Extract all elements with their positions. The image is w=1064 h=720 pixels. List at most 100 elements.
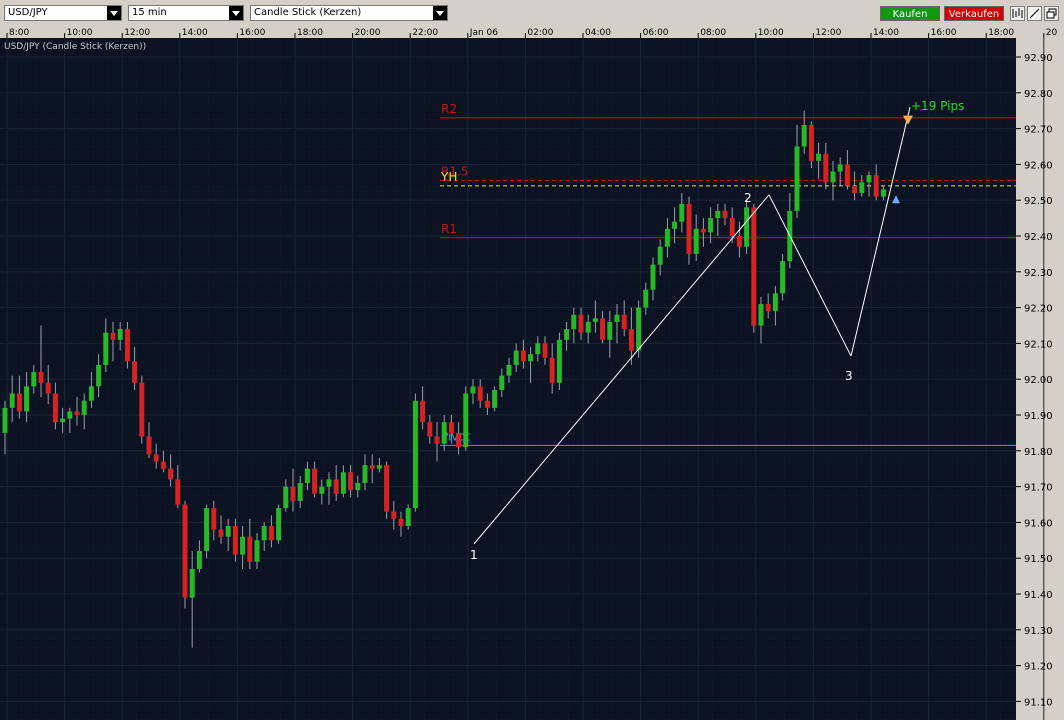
candle-up (744, 207, 750, 247)
y-tick-label: 91.60 (1024, 518, 1053, 529)
price-axis-bar (1016, 38, 1064, 720)
candle-down (52, 393, 58, 423)
chevron-down-icon[interactable] (433, 6, 447, 20)
candle-down (448, 422, 454, 433)
candle-up (362, 465, 368, 484)
chevron-down-icon[interactable] (107, 6, 121, 20)
candle-up (528, 354, 534, 362)
candle-down (751, 207, 757, 326)
x-tick-label: 22:00 (412, 28, 438, 38)
candle-up (96, 364, 102, 387)
candle-up (614, 314, 620, 322)
x-tick-label: Jan 06 (469, 28, 498, 38)
candle-up (859, 182, 865, 194)
candle-up (556, 339, 562, 383)
candle-up (376, 465, 382, 469)
candle-down (765, 304, 771, 312)
candle-down (369, 465, 375, 469)
symbol-select[interactable]: USD/JPY (4, 5, 122, 21)
level-label: R1 (441, 222, 457, 236)
x-tick-label: 14:00 (182, 28, 208, 38)
draw-line-icon[interactable] (1027, 6, 1042, 21)
time-axis-bar (0, 24, 1064, 38)
candle-down (484, 400, 490, 408)
candle-up (866, 175, 872, 183)
candle-down (729, 218, 735, 236)
candle-down (124, 329, 130, 362)
y-tick-label: 92.10 (1024, 339, 1053, 350)
candle-down (722, 210, 728, 219)
candle-up (2, 407, 8, 433)
candle-up (585, 321, 591, 333)
y-tick-label: 91.90 (1024, 411, 1053, 422)
candle-down (578, 314, 584, 333)
candle-up (24, 386, 30, 412)
candle-up (801, 125, 807, 147)
candle-down (628, 329, 634, 351)
level-label: YH (440, 170, 457, 184)
candle-up (405, 508, 411, 526)
candle-down (477, 386, 483, 401)
candle-up (535, 343, 541, 355)
y-tick-label: 91.80 (1024, 447, 1053, 458)
popout-window-icon[interactable] (1044, 6, 1059, 21)
candle-up (254, 540, 260, 562)
candle-up (9, 393, 15, 408)
candle-down (823, 153, 829, 183)
y-tick-label: 92.20 (1024, 304, 1053, 315)
chart-style-select-value: Candle Stick (Kerzen) (254, 7, 362, 18)
pattern-point-label: 2 (744, 191, 752, 205)
y-tick-label: 92.60 (1024, 160, 1053, 171)
candle-up (261, 525, 267, 541)
candle-up (103, 332, 109, 365)
candle-down (312, 468, 318, 494)
sell-button[interactable]: Verkaufen (944, 6, 1004, 21)
candle-down (434, 436, 440, 444)
level-label: R1.5 (441, 165, 468, 179)
candle-down (182, 504, 188, 598)
interval-select[interactable]: 15 min (128, 5, 244, 21)
y-tick-label: 91.70 (1024, 483, 1053, 494)
candle-up (326, 479, 332, 487)
candle-up (355, 483, 361, 491)
candle-down (420, 400, 426, 423)
candle-up (88, 386, 94, 401)
pips-annotation: +19 Pips (911, 99, 964, 113)
chevron-down-icon[interactable] (229, 6, 243, 20)
candle-down (38, 372, 44, 383)
candle-down (549, 357, 555, 383)
y-tick-label: 91.20 (1024, 662, 1053, 673)
y-tick-label: 92.70 (1024, 125, 1053, 136)
y-tick-label: 92.00 (1024, 375, 1053, 386)
candle-down (844, 164, 850, 186)
candle-up (772, 293, 778, 312)
price-chart[interactable]: 8:00 10:00 12:00 14:00 16:00 18:00 20:00 22:00 J… (0, 24, 1064, 720)
entry-marker-icon (892, 195, 900, 204)
candle-up (441, 422, 447, 444)
x-tick-label: 18:00 (988, 28, 1014, 38)
candle-up (679, 203, 685, 222)
x-tick-label: 8:00 (9, 28, 29, 38)
candle-down (384, 465, 390, 512)
candle-down (175, 479, 181, 505)
chart-style-select[interactable]: Candle Stick (Kerzen) (250, 5, 448, 21)
candle-down (333, 479, 339, 494)
candle-down (146, 436, 152, 455)
candle-up (592, 318, 598, 322)
candle-up (506, 364, 512, 376)
candle-down (542, 343, 548, 358)
candle-up (189, 568, 195, 598)
pattern-swing-line (768, 194, 852, 357)
candle-down (456, 432, 462, 448)
y-tick-label: 92.30 (1024, 268, 1053, 279)
x-tick-label: 08:00 (700, 28, 726, 38)
candle-up (650, 264, 656, 290)
candle-down (218, 529, 224, 537)
buy-button[interactable]: Kaufen (880, 6, 940, 21)
candle-down (348, 472, 354, 491)
candle-up (643, 289, 649, 308)
candle-up (693, 228, 699, 254)
bar-style-icon[interactable] (1010, 6, 1025, 21)
candle-down (16, 393, 22, 412)
symbol-select-value: USD/JPY (8, 7, 48, 18)
